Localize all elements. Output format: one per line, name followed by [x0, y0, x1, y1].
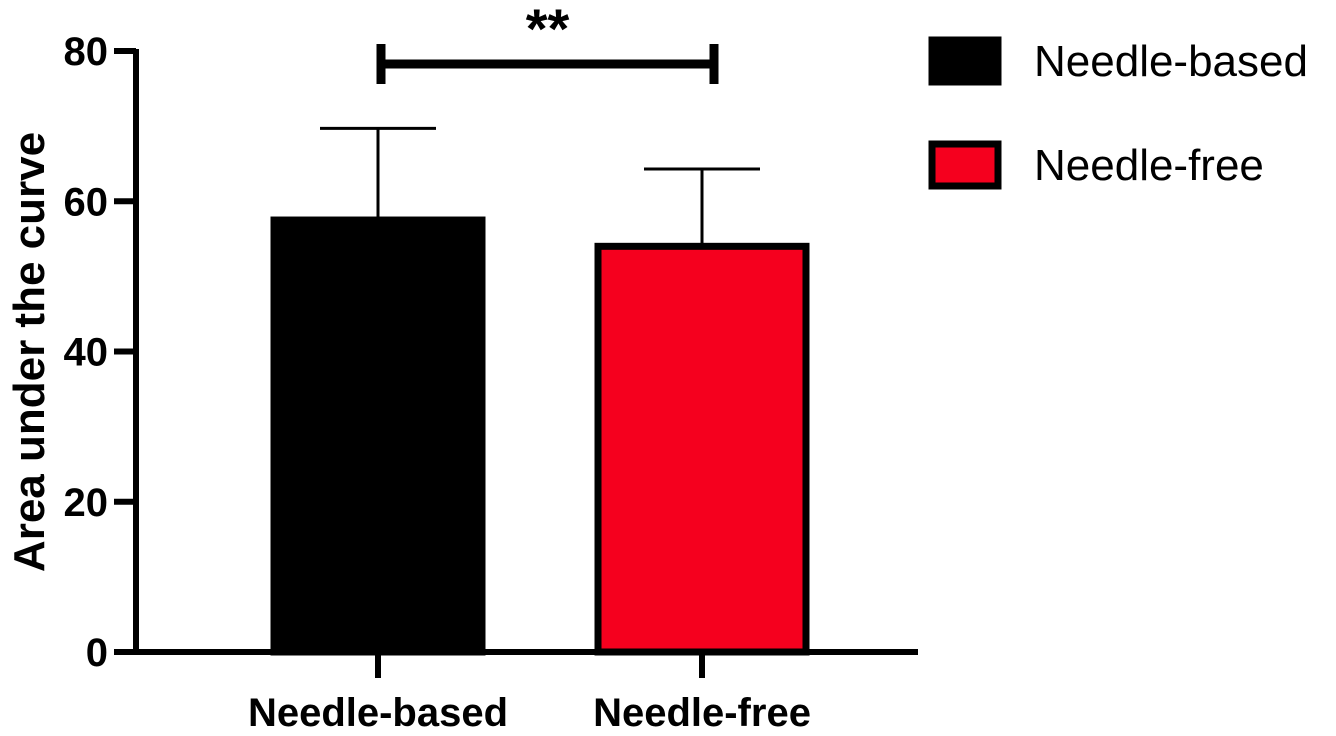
- error-bars: [320, 126, 760, 247]
- legend-swatch: [928, 140, 1002, 190]
- significance-annotation: **: [376, 0, 719, 84]
- y-tick-label: 0: [86, 631, 108, 675]
- x-axis: Needle-based Needle-free: [133, 649, 918, 735]
- y-tick-label: 80: [64, 30, 109, 74]
- bar-needle-based: [270, 216, 486, 656]
- y-axis-title: Area under the curve: [5, 132, 54, 572]
- y-tick-label: 60: [64, 180, 109, 224]
- y-tick-label: 20: [64, 481, 109, 525]
- y-tick-label: 40: [64, 331, 109, 375]
- legend: Needle-based Needle-free: [928, 36, 1308, 190]
- bar-needle-free: [594, 242, 810, 656]
- x-tick-label: Needle-free: [593, 691, 811, 735]
- legend-label: Needle-free: [1034, 141, 1264, 190]
- x-tick-label: Needle-based: [248, 691, 508, 735]
- legend-swatch: [928, 36, 1002, 86]
- significance-label: **: [526, 0, 570, 60]
- y-axis: 0 20 40 60 80: [64, 30, 139, 675]
- bars: [270, 216, 810, 656]
- legend-label: Needle-based: [1034, 37, 1308, 86]
